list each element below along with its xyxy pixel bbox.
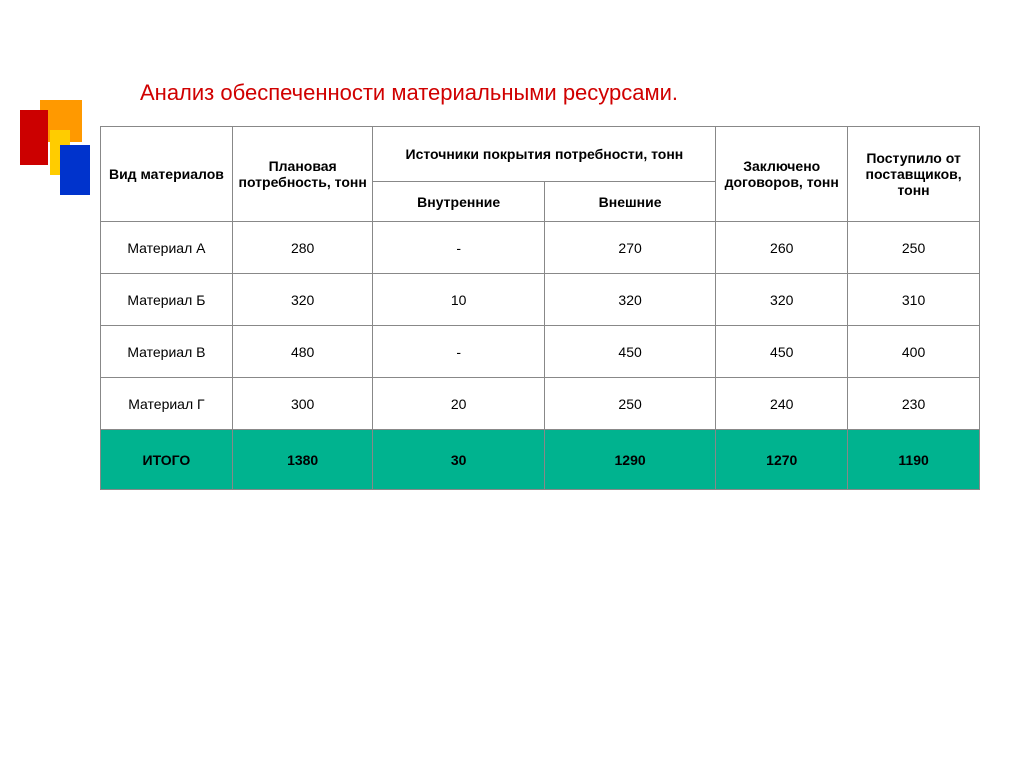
cell-contracts: 1270	[716, 430, 848, 490]
cell-plan: 280	[232, 222, 373, 274]
cell-plan: 480	[232, 326, 373, 378]
table-row: Материал В 480 - 450 450 400	[101, 326, 980, 378]
cell-plan: 1380	[232, 430, 373, 490]
cell-inner: 30	[373, 430, 544, 490]
cell-received: 230	[848, 378, 980, 430]
cell-type: ИТОГО	[101, 430, 233, 490]
header-sources: Источники покрытия потребности, тонн	[373, 127, 716, 182]
cell-received: 310	[848, 274, 980, 326]
cell-inner: -	[373, 326, 544, 378]
accent-block-blue	[60, 145, 90, 195]
cell-received: 250	[848, 222, 980, 274]
cell-type: Материал А	[101, 222, 233, 274]
cell-type: Материал Б	[101, 274, 233, 326]
cell-outer: 270	[544, 222, 715, 274]
cell-type: Материал В	[101, 326, 233, 378]
cell-inner: 20	[373, 378, 544, 430]
header-plan: Плановая потребность, тонн	[232, 127, 373, 222]
cell-received: 1190	[848, 430, 980, 490]
page-title: Анализ обеспеченности материальными ресу…	[140, 80, 980, 106]
cell-contracts: 260	[716, 222, 848, 274]
decorative-accent	[20, 90, 110, 210]
header-inner: Внутренние	[373, 182, 544, 222]
cell-inner: -	[373, 222, 544, 274]
header-outer: Внешние	[544, 182, 715, 222]
header-received: Поступило от поставщиков, тонн	[848, 127, 980, 222]
cell-type: Материал Г	[101, 378, 233, 430]
cell-inner: 10	[373, 274, 544, 326]
cell-outer: 1290	[544, 430, 715, 490]
cell-plan: 320	[232, 274, 373, 326]
accent-block-red	[20, 110, 48, 165]
cell-received: 400	[848, 326, 980, 378]
table-row: Материал Г 300 20 250 240 230	[101, 378, 980, 430]
cell-outer: 450	[544, 326, 715, 378]
cell-contracts: 240	[716, 378, 848, 430]
cell-plan: 300	[232, 378, 373, 430]
slide-content: Анализ обеспеченности материальными ресу…	[100, 80, 980, 490]
cell-contracts: 450	[716, 326, 848, 378]
table-row: Материал А 280 - 270 260 250	[101, 222, 980, 274]
materials-table: Вид материалов Плановая потребность, тон…	[100, 126, 980, 490]
header-type: Вид материалов	[101, 127, 233, 222]
cell-outer: 320	[544, 274, 715, 326]
header-contracts: Заключено договоров, тонн	[716, 127, 848, 222]
table-row-total: ИТОГО 1380 30 1290 1270 1190	[101, 430, 980, 490]
cell-outer: 250	[544, 378, 715, 430]
cell-contracts: 320	[716, 274, 848, 326]
table-row: Материал Б 320 10 320 320 310	[101, 274, 980, 326]
